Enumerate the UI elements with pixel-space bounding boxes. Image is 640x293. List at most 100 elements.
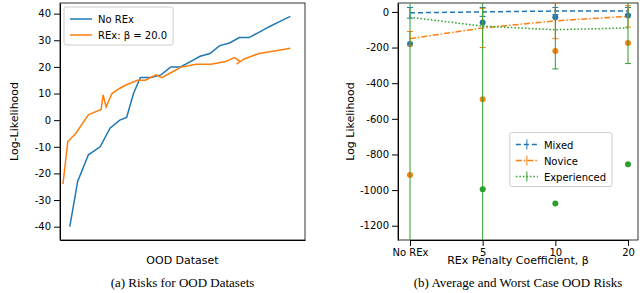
tick-mark <box>410 240 411 246</box>
plot-area <box>63 16 290 226</box>
tick-label: -30 <box>35 195 51 206</box>
tick-mark <box>54 94 60 95</box>
tick-mark <box>54 173 60 174</box>
tick-label: -400 <box>366 78 389 89</box>
series-line <box>70 16 290 226</box>
worst-case-point <box>552 200 558 206</box>
tick-label: -800 <box>366 149 389 160</box>
panel: -1200-1000-800-600-400-2000No REx51020RE… <box>344 0 638 290</box>
tick-mark <box>54 120 60 121</box>
legend-frame <box>64 7 173 45</box>
tick: -20 <box>35 168 60 179</box>
tick: 10 <box>38 88 60 99</box>
tick-mark <box>54 147 60 148</box>
plot-area <box>407 3 631 240</box>
legend-label: Experienced <box>544 172 606 183</box>
tick: -40 <box>35 221 60 232</box>
legend-swatch <box>70 18 92 20</box>
legend: No REx REx: β = 20.0 <box>64 7 173 45</box>
legend-label: REx: β = 20.0 <box>98 30 167 41</box>
tick-label: -40 <box>35 221 51 232</box>
x-axis <box>61 240 306 241</box>
tick-label: -200 <box>366 42 389 53</box>
worst-case-point <box>480 186 486 192</box>
tick: -200 <box>366 42 398 53</box>
x-axis-label: OOD Dataset <box>146 254 219 267</box>
tick-label: -20 <box>35 168 51 179</box>
tick-mark <box>555 240 556 246</box>
tick-label: 20 <box>38 62 51 73</box>
tick-mark <box>483 240 484 246</box>
chart-title: (a) Risks for OOD Datasets <box>111 275 255 290</box>
tick: -1000 <box>360 185 398 196</box>
tick: -400 <box>366 78 398 89</box>
plot-frame <box>398 3 638 240</box>
tick-mark <box>54 14 60 15</box>
tick: 20 <box>38 62 60 73</box>
tick: -600 <box>366 114 398 125</box>
error-bar-cap <box>625 63 631 64</box>
tick-label: 20 <box>622 247 635 258</box>
chart-title: (b) Average and Worst Case OOD Risks <box>414 275 623 290</box>
tick: -30 <box>35 195 60 206</box>
legend: Mixed Novice Experienced <box>510 133 612 187</box>
worst-case-point <box>625 161 631 167</box>
axis-line <box>61 240 306 241</box>
series-line <box>63 48 290 184</box>
tick-mark <box>392 226 398 227</box>
series-line <box>410 11 628 13</box>
tick: -10 <box>35 141 60 152</box>
legend-swatch <box>526 172 527 182</box>
series-line <box>410 16 628 38</box>
y-axis: -1200 -1000 -800 -600 -400 -200 0 <box>360 4 399 241</box>
tick-mark <box>628 240 629 246</box>
tick-mark <box>54 67 60 68</box>
tick-label: 10 <box>38 88 51 99</box>
tick-label: 0 <box>383 7 389 18</box>
axis-line <box>398 4 399 241</box>
legend-swatch <box>526 156 527 166</box>
error-bar-line <box>410 3 411 240</box>
tick: -800 <box>366 149 398 160</box>
error-bar <box>407 3 413 240</box>
error-bar-line <box>482 3 483 240</box>
tick: 0 <box>45 115 60 126</box>
y-axis: -40 -30 -20 -10 0 10 20 30 40 <box>35 4 61 241</box>
tick: 40 <box>38 8 60 19</box>
tick-mark <box>54 40 60 41</box>
legend-label: No REx <box>98 14 134 25</box>
error-bar-cap <box>552 68 558 69</box>
tick: 20 <box>622 240 635 258</box>
tick-label: -1200 <box>360 220 389 231</box>
legend-frame <box>510 133 612 187</box>
tick-label: No REx <box>393 247 429 258</box>
tick: 30 <box>38 35 60 46</box>
y-axis-label: Log-Likelihood <box>8 82 21 161</box>
legend-label: Novice <box>544 156 578 167</box>
tick-label: -1000 <box>360 185 389 196</box>
tick-label: 30 <box>38 35 51 46</box>
legend-label: Mixed <box>544 140 574 151</box>
y-axis-label: Log Likelihood <box>344 82 357 161</box>
error-bar <box>552 3 558 69</box>
tick-mark <box>392 12 398 13</box>
x-axis-label: REx Penalty Coefficient, β <box>447 254 589 267</box>
tick-mark <box>392 190 398 191</box>
tick-mark <box>392 83 398 84</box>
error-bar-line <box>555 3 556 69</box>
tick: -1200 <box>360 220 398 231</box>
tick-mark <box>54 227 60 228</box>
error-bar <box>480 3 486 240</box>
tick-label: -600 <box>366 114 389 125</box>
figure: -40 -30 -20 -10 0 10 20 30 40 OOD Dataset Log-Like… <box>0 0 640 293</box>
tick-label: -10 <box>35 141 51 152</box>
tick-mark <box>392 154 398 155</box>
panel: -40 -30 -20 -10 0 10 20 30 40 OOD Dataset Log-Like… <box>8 3 306 290</box>
tick-mark <box>392 119 398 120</box>
legend-swatch <box>70 34 92 36</box>
tick-label: 0 <box>45 115 51 126</box>
error-bar-line <box>628 3 629 64</box>
tick: No REx <box>393 240 429 258</box>
tick: 0 <box>383 7 398 18</box>
series-line <box>410 17 628 29</box>
